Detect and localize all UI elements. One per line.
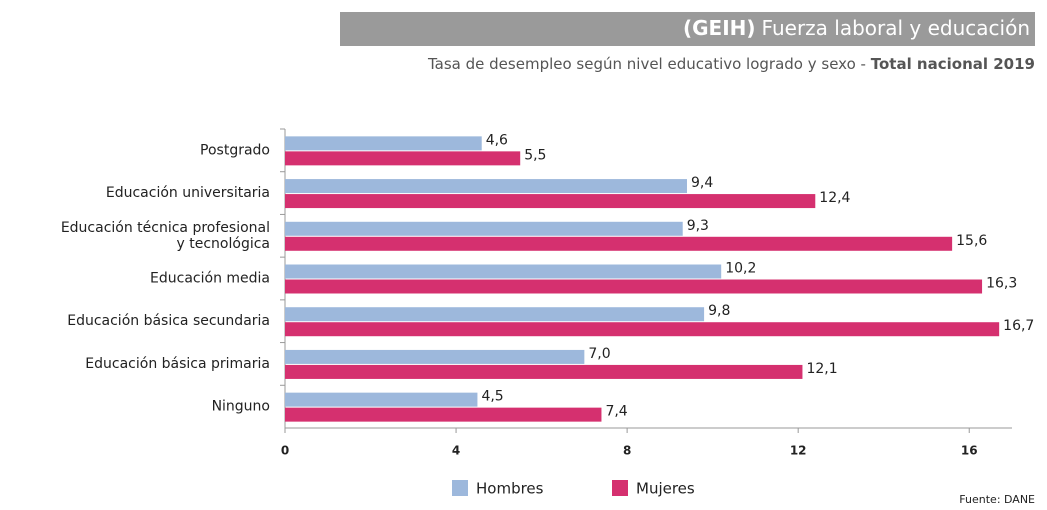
value-label: 16,3 [986,276,1017,292]
subtitle-text: Tasa de desempleo según nivel educativo … [427,55,871,73]
value-label: 9,3 [687,218,709,234]
value-label: 7,0 [588,346,610,362]
legend-label: Hombres [476,480,544,498]
title-banner [340,12,1035,46]
y-tick-label: Postgrado [200,142,270,158]
value-label: 9,4 [691,175,713,191]
value-label: 10,2 [725,261,756,277]
value-label: 4,6 [486,132,508,148]
subtitle-bold: Total nacional 2019 [871,55,1035,73]
y-tick-label: Ninguno [212,399,270,415]
bar [285,221,683,236]
y-tick-label: Educación media [150,271,270,287]
value-label: 15,6 [956,233,987,249]
x-tick-label: 0 [281,444,289,458]
chart-title: (GEIH) Fuerza laboral y educación [683,16,1030,40]
bar [285,307,705,322]
bar [285,349,585,364]
bar [285,364,803,379]
bar [285,179,687,194]
value-label: 4,5 [481,389,503,405]
bar [285,136,482,151]
bar [285,194,816,209]
bar [285,151,521,166]
title-text: Fuerza laboral y educación [762,16,1030,40]
bar [285,236,953,251]
legend-swatch [612,480,628,496]
title-bold: (GEIH) [683,16,756,40]
value-label: 7,4 [605,404,627,420]
y-tick-label: Educación universitaria [106,185,270,201]
value-label: 16,7 [1003,318,1034,334]
bar [285,279,983,294]
value-label: 5,5 [524,147,546,163]
value-label: 12,4 [819,190,850,206]
value-label: 9,8 [708,303,730,319]
x-tick-label: 8 [623,444,631,458]
y-tick-label: Educación técnica profesional [61,220,270,236]
bar [285,407,602,422]
y-tick-label: Educación básica secundaria [67,313,270,329]
x-tick-label: 16 [961,444,978,458]
bar [285,322,1000,337]
x-tick-label: 12 [790,444,807,458]
y-tick-label: Educación básica primaria [85,356,270,372]
source: Fuente: DANE [959,493,1035,506]
legend-swatch [452,480,468,496]
y-tick-label: y tecnológica [177,236,270,252]
x-tick-label: 4 [452,444,460,458]
bar [285,392,478,407]
subtitle: Tasa de desempleo según nivel educativo … [427,55,1035,73]
bar [285,264,722,279]
legend-label: Mujeres [636,480,695,498]
value-label: 12,1 [806,361,837,377]
